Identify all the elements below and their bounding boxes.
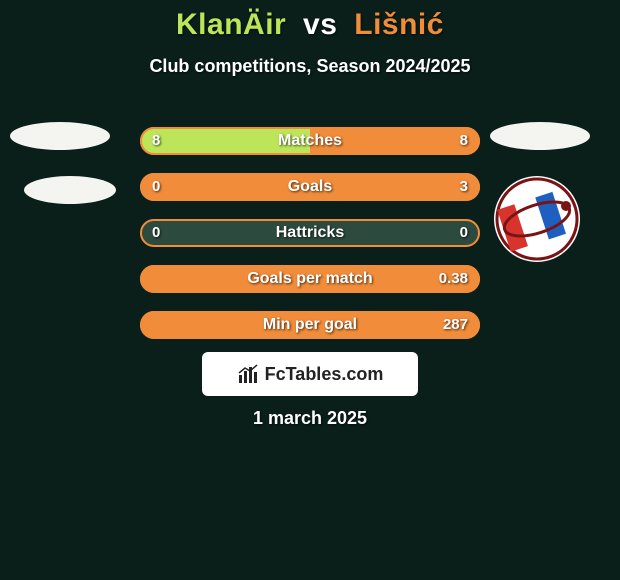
metric-row: 0.38Goals per match — [0, 256, 620, 302]
metric-label: Min per goal — [140, 311, 480, 339]
player1-name: KlanÄir — [176, 8, 286, 41]
metric-row: 88Matches — [0, 118, 620, 164]
metric-row: 03Goals — [0, 164, 620, 210]
chart-icon — [237, 363, 259, 385]
player2-name: Lišnić — [354, 8, 444, 41]
metric-row: 287Min per goal — [0, 302, 620, 348]
season-subtitle: Club competitions, Season 2024/2025 — [0, 56, 620, 77]
brand-text: FcTables.com — [265, 364, 384, 385]
brand-badge: FcTables.com — [202, 352, 418, 396]
metric-row: 00Hattricks — [0, 210, 620, 256]
stage: KlanÄir vs Lišnić Club competitions, Sea… — [0, 0, 620, 580]
snapshot-date: 1 march 2025 — [0, 408, 620, 429]
metrics-container: 88Matches03Goals00Hattricks0.38Goals per… — [0, 118, 620, 348]
metric-label: Matches — [140, 127, 480, 155]
metric-label: Goals — [140, 173, 480, 201]
metric-label: Hattricks — [140, 219, 480, 247]
comparison-title: KlanÄir vs Lišnić — [0, 0, 620, 42]
metric-label: Goals per match — [140, 265, 480, 293]
vs-label: vs — [303, 8, 337, 41]
